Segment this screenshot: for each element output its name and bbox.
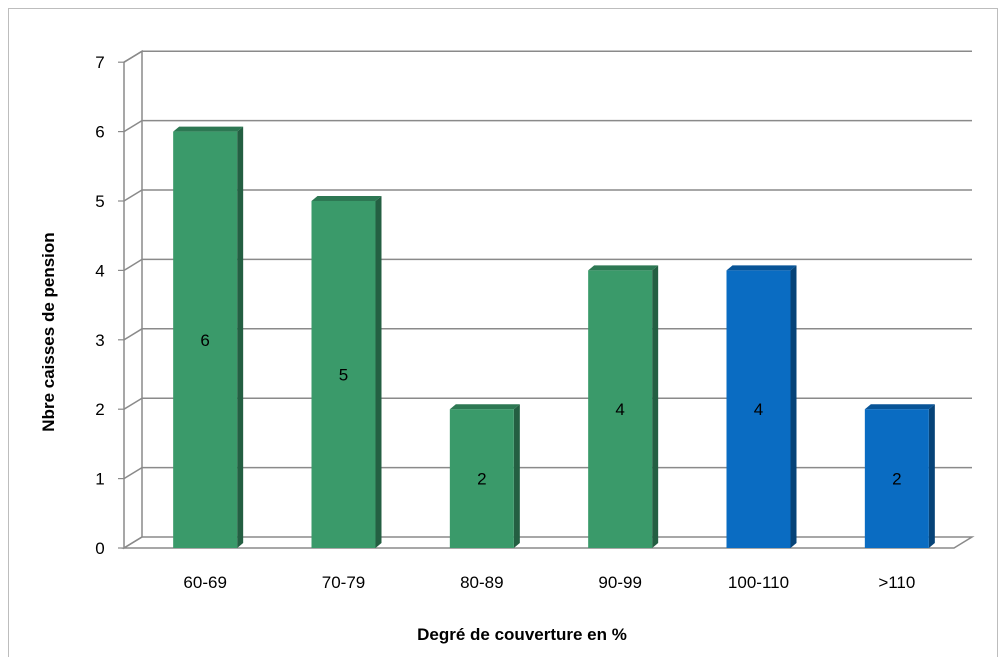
y-tick-label: 2 [95, 400, 104, 419]
data-label: 2 [477, 470, 486, 489]
data-label: 5 [339, 366, 348, 385]
bar-top [311, 196, 382, 201]
y-axis-title: Nbre caisses de pension [39, 232, 58, 431]
bar-side [652, 265, 659, 548]
bar-side [928, 404, 935, 548]
gridlines [118, 50, 972, 549]
bar-front [173, 131, 238, 548]
data-label: 4 [615, 400, 624, 419]
x-tick-label: 100-110 [728, 573, 789, 592]
data-label: 2 [892, 470, 901, 489]
bar: 4 [588, 265, 659, 548]
bar-side [237, 126, 244, 548]
bars: 6 5 2 4 4 2 [173, 126, 935, 548]
bar: 6 [173, 126, 244, 548]
x-tick-labels: 60-69 70-79 80-89 90-99 100-110 >110 [183, 573, 915, 592]
bar-side [790, 265, 797, 548]
x-tick-label: 80-89 [460, 573, 503, 592]
gridline [123, 397, 972, 410]
y-tick-label: 1 [95, 470, 104, 489]
bar: 4 [726, 265, 797, 548]
gridline [123, 119, 972, 133]
bar-front [726, 270, 791, 548]
bar: 5 [311, 196, 382, 548]
y-tick-label: 5 [95, 192, 104, 211]
bar-top [726, 265, 797, 271]
bar-front [864, 409, 929, 548]
gridline [123, 189, 972, 202]
bar: 2 [864, 404, 935, 548]
x-tick-label: 70-79 [322, 573, 365, 592]
bar-front [311, 201, 376, 548]
bar-side [513, 404, 520, 548]
floor [121, 536, 975, 549]
bar-front [449, 409, 514, 548]
data-label: 4 [754, 400, 763, 419]
bar-side [375, 196, 382, 548]
y-tick-label: 4 [95, 261, 104, 280]
bar-top [173, 126, 244, 132]
y-tick-labels: 0 1 2 3 4 5 6 7 [95, 53, 104, 558]
x-tick-label: 90-99 [598, 573, 641, 592]
gridline [123, 466, 972, 480]
chart-frame [8, 8, 998, 657]
y-tick-label: 7 [95, 53, 104, 72]
bar-top [449, 404, 520, 410]
gridline [123, 50, 972, 63]
bar-front [588, 270, 653, 548]
data-label: 6 [200, 331, 209, 350]
y-tick-label: 0 [95, 539, 104, 558]
y-tick-label: 6 [95, 123, 104, 142]
bar: 2 [449, 404, 520, 548]
bar-top [864, 404, 935, 410]
x-tick-label: 60-69 [183, 573, 226, 592]
plot-walls [121, 49, 975, 550]
gridline [123, 328, 972, 341]
y-tick-label: 3 [95, 331, 104, 350]
gridline [123, 258, 972, 272]
bar-top [588, 265, 659, 271]
x-axis-title: Degré de couverture en % [417, 625, 627, 644]
x-tick-label: >110 [878, 573, 915, 592]
